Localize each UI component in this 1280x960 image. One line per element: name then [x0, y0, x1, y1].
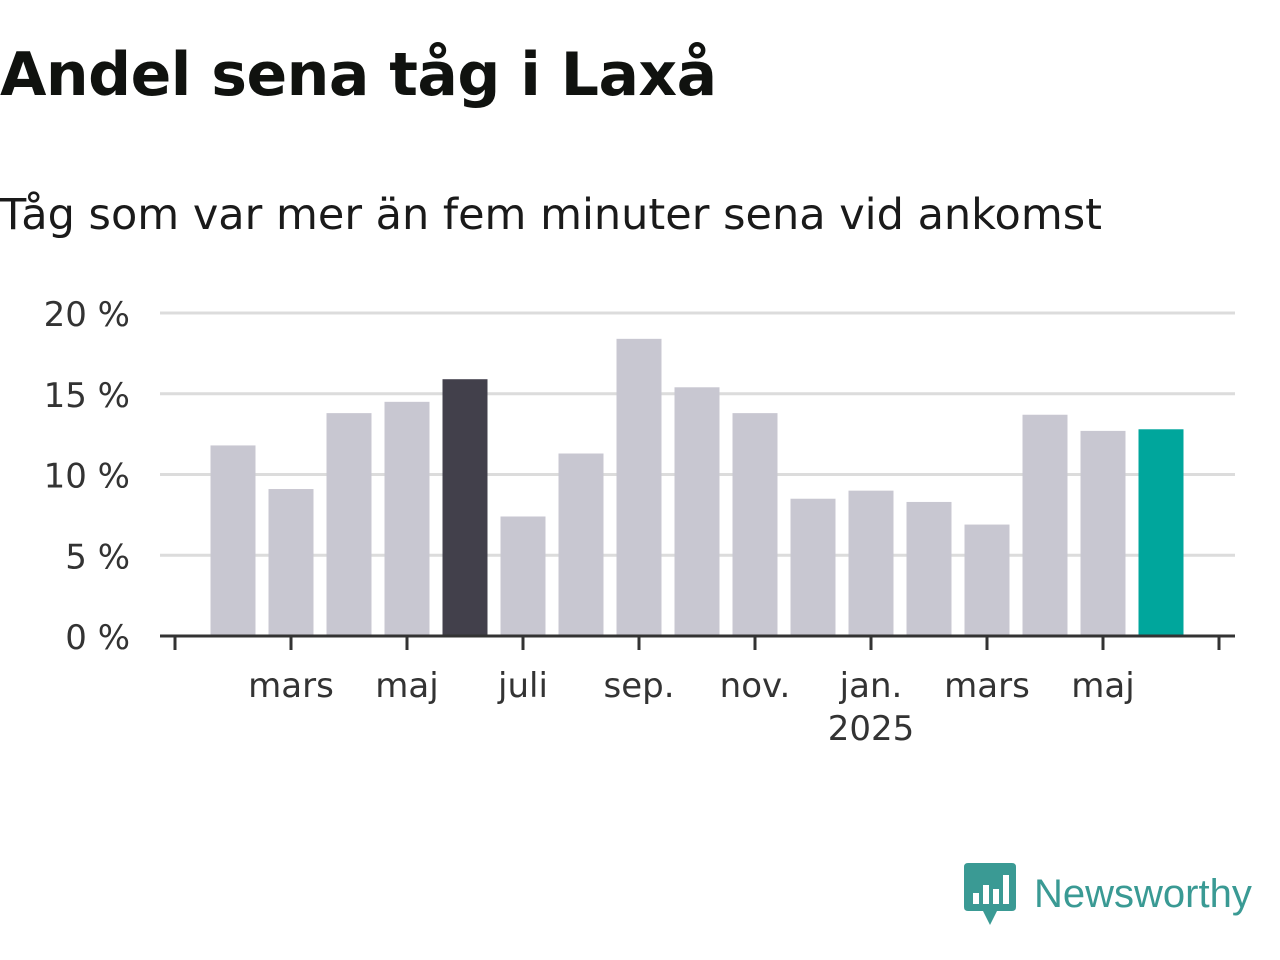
- x-tick-label: juli: [497, 666, 548, 706]
- bar: [674, 387, 720, 636]
- y-tick-label: 10 %: [44, 457, 130, 497]
- bar: [616, 338, 662, 636]
- bar: [210, 445, 256, 636]
- bar: [558, 453, 604, 636]
- bar: [442, 379, 488, 636]
- x-tick-label: jan.: [839, 666, 903, 706]
- brand-name: Newsworthy: [1034, 871, 1252, 916]
- bar: [848, 490, 894, 636]
- brand: Newsworthy: [964, 862, 1252, 926]
- bar: [1080, 430, 1126, 636]
- bar: [326, 413, 372, 636]
- bar: [732, 413, 778, 636]
- newsworthy-logo-icon: [964, 863, 1016, 925]
- bar: [384, 401, 430, 636]
- x-tick-label: mars: [944, 666, 1030, 706]
- y-tick-label: 20 %: [44, 295, 130, 335]
- chart-title: Andel sena tåg i Laxå: [0, 40, 717, 110]
- y-tick-label: 5 %: [65, 537, 130, 577]
- x-tick-sublabel: 2025: [828, 709, 915, 749]
- bar: [268, 489, 314, 636]
- bar: [906, 501, 952, 636]
- bar: [964, 524, 1010, 636]
- bar: [1138, 429, 1184, 636]
- bar: [1022, 414, 1068, 636]
- y-tick-label: 0 %: [65, 618, 130, 658]
- x-tick-label: mars: [248, 666, 334, 706]
- x-tick-label: sep.: [603, 666, 674, 706]
- chart-subtitle: Tåg som var mer än fem minuter sena vid …: [0, 190, 1103, 240]
- x-tick-label: nov.: [720, 666, 791, 706]
- bar-chart: 0 % 5 % 10 % 15 % 20 % mars maj juli sep. nov. jan…: [44, 295, 1235, 749]
- bar: [500, 516, 546, 636]
- x-tick-label: maj: [1071, 666, 1134, 706]
- y-tick-label: 15 %: [44, 376, 130, 416]
- bar: [790, 498, 836, 636]
- x-tick-label: maj: [375, 666, 438, 706]
